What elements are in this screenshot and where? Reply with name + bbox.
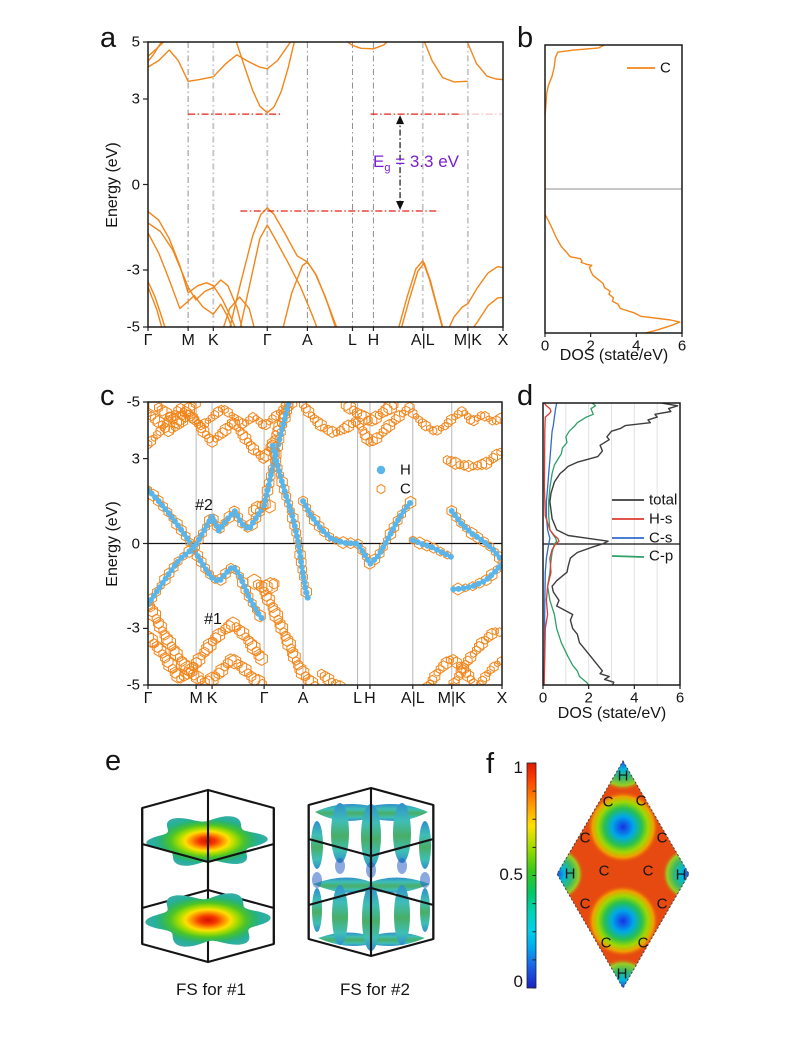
a-ktick-7: A|L — [410, 332, 435, 349]
b-xtick-0: 0 — [540, 337, 550, 355]
fs2-caption: FS for #2 — [340, 980, 410, 999]
c-ktick-8: M|K — [437, 690, 466, 707]
elf-atom-label-3: C — [579, 829, 591, 847]
panel-c-legend-label-C: C — [400, 480, 411, 498]
elf-atom-label-12: C — [637, 934, 649, 952]
colorbar-max-label: 1 — [513, 758, 523, 777]
a-ktick-2: K — [207, 332, 219, 349]
c-ytick-4: -5 — [126, 676, 140, 694]
c-ytick-3: -3 — [126, 619, 140, 637]
elf-atom-label-8: H — [675, 866, 687, 884]
panel-f-letter: f — [486, 748, 495, 780]
panel-b-legend-label-C: C — [660, 59, 671, 77]
c-ytick-0: -5 — [126, 393, 140, 411]
elf-atom-label-4: C — [656, 829, 668, 847]
a-ktick-5: L — [348, 332, 357, 349]
elf-atom-label-0: H — [617, 767, 629, 785]
fs1-caption: FS for #1 — [176, 980, 246, 999]
a-ytick-2: 0 — [131, 176, 140, 193]
panel-d-legend-label-Cs: C-s — [649, 529, 673, 547]
panel-a-y-axis-label: Energy (eV) — [104, 142, 121, 228]
panel-d-x-axis-label: DOS (state/eV) — [557, 705, 667, 722]
d-xtick-3: 6 — [675, 689, 685, 707]
c-ktick-3: Γ — [259, 690, 269, 707]
elf-atom-label-5: H — [564, 865, 576, 883]
c-ytick-1: 3 — [131, 450, 140, 468]
elf-atom-label-2: C — [635, 792, 647, 810]
b-xtick-3: 6 — [677, 337, 687, 355]
panel-d-letter: d — [517, 380, 534, 412]
panel-c-y-axis-label: Energy (eV) — [104, 501, 121, 587]
panel-c-legend-label-H: H — [400, 461, 411, 479]
b-xtick-2: 4 — [632, 337, 641, 355]
a-ktick-6: H — [367, 332, 380, 349]
panel-c-letter: c — [100, 380, 115, 412]
c-ktick-0: Γ — [143, 690, 153, 707]
panel-d-legend-label-Cp: C-p — [649, 547, 674, 565]
panel-d-legend-label-total: total — [649, 491, 678, 509]
colorbar-mid-label: 0.5 — [499, 865, 523, 884]
c-ktick-2: K — [206, 690, 218, 707]
elf-atom-label-1: C — [602, 793, 614, 811]
a-ktick-1: M — [181, 332, 195, 349]
d-xtick-0: 0 — [538, 689, 548, 707]
c-ktick-5: L — [353, 690, 363, 707]
panel-b-x-axis-label: DOS (state/eV) — [559, 347, 669, 364]
panel-b-letter: b — [517, 22, 534, 54]
elf-atom-label-6: C — [598, 862, 610, 880]
a-ktick-4: A — [302, 332, 313, 349]
band-2-label: #2 — [195, 497, 213, 514]
a-ktick-3: Γ — [262, 332, 272, 349]
c-ktick-4: A — [297, 690, 309, 707]
a-ytick-1: 3 — [131, 90, 140, 108]
panel-a-letter: a — [100, 22, 117, 54]
c-ktick-7: A|L — [400, 690, 425, 707]
a-ktick-0: Γ — [143, 332, 153, 349]
elf-atom-label-11: C — [600, 934, 612, 952]
c-ktick-1: M — [189, 690, 203, 707]
a-ytick-0: 5 — [131, 33, 140, 51]
colorbar-min-label: 0 — [513, 972, 523, 991]
a-ktick-9: X — [497, 332, 509, 349]
elf-atom-label-10: C — [656, 895, 668, 913]
a-ytick-4: -5 — [126, 318, 140, 336]
d-xtick-2: 4 — [630, 689, 639, 707]
elf-atom-label-9: C — [579, 895, 591, 913]
panel-d-legend-label-Hs: H-s — [649, 510, 673, 528]
d-xtick-1: 2 — [584, 689, 593, 707]
elf-atom-label-7: C — [642, 862, 654, 880]
b-xtick-1: 2 — [586, 337, 595, 355]
c-ktick-6: H — [364, 690, 376, 707]
elf-atom-label-13: H — [616, 965, 628, 983]
a-ktick-8: M|K — [453, 332, 482, 349]
a-ytick-3: -3 — [126, 261, 140, 279]
band-1-label: #1 — [204, 611, 222, 628]
c-ytick-2: 0 — [131, 535, 140, 552]
panel-e-letter: e — [105, 745, 122, 777]
band-gap-annotation: Eg = 3.3 eV — [373, 151, 459, 175]
c-ktick-9: X — [496, 690, 508, 707]
